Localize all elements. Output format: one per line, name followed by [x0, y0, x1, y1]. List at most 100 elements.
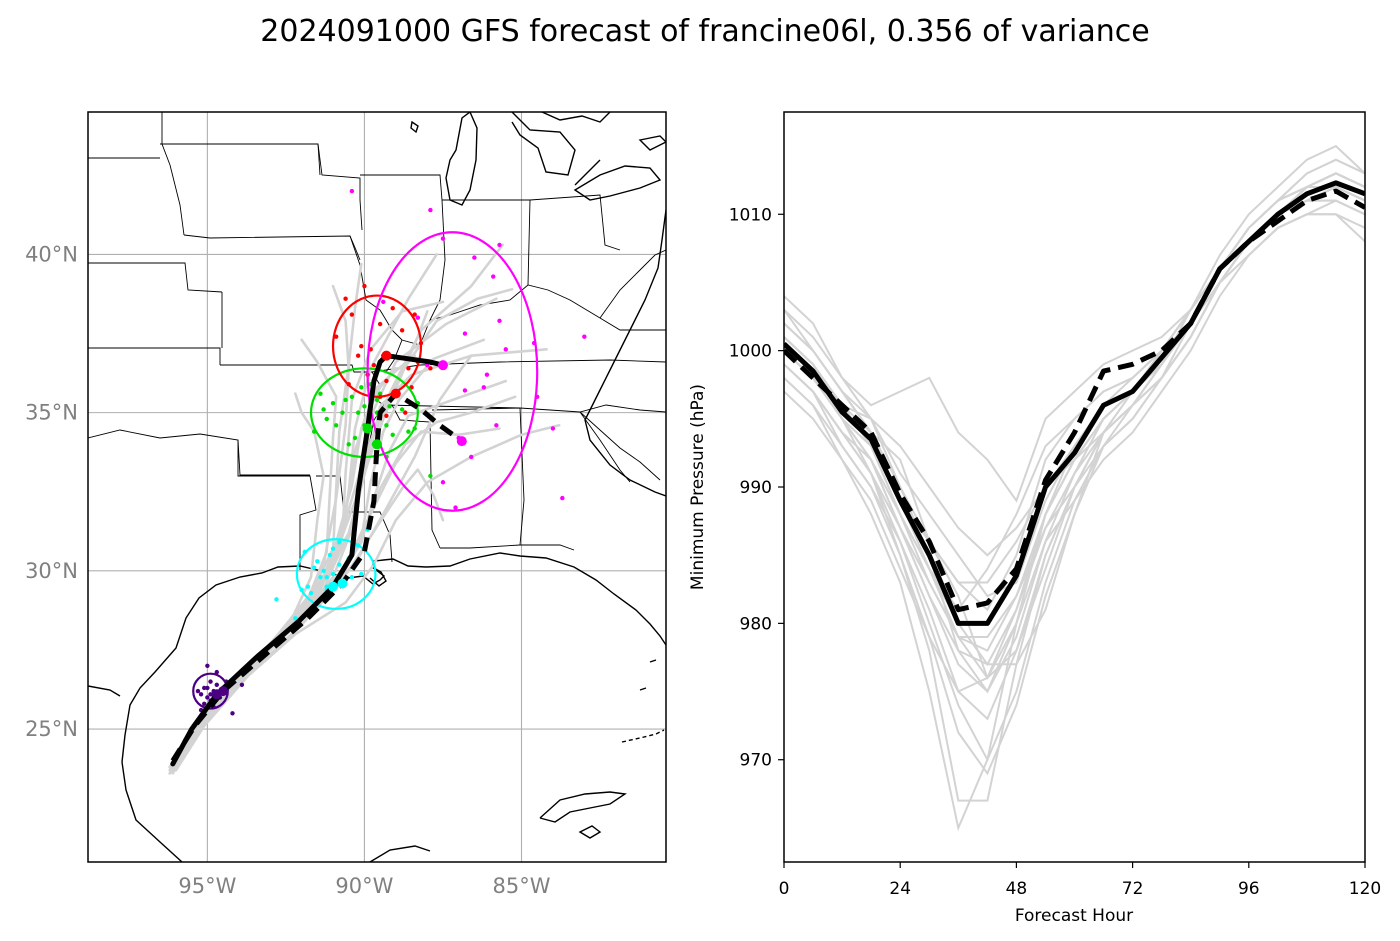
bahamas-coastline — [621, 729, 665, 743]
ensemble-track — [168, 392, 325, 775]
hour-48-position-dot — [374, 397, 380, 403]
hour-48-position-dot — [352, 435, 358, 441]
border-mo-ky-tn — [385, 339, 403, 373]
border-tn-south — [383, 404, 666, 413]
hour-72-position-dot — [371, 362, 377, 368]
hour-0-position-dot — [202, 701, 207, 706]
border-wv-va — [599, 249, 666, 331]
hour-96-position-dot — [440, 480, 446, 485]
bahamas-islands — [639, 659, 657, 691]
mean-position-marker — [328, 581, 339, 592]
mean-position-marker — [381, 350, 392, 361]
hour-0-position-dot — [205, 685, 210, 691]
hour-96-uncertainty-ellipse — [366, 231, 539, 512]
border-ga-sc — [579, 411, 631, 483]
mexico-coastline — [121, 761, 183, 862]
hour-0-position-dot — [214, 669, 219, 675]
hour-96-position-dot — [481, 385, 487, 390]
hour-48-position-dot — [333, 423, 339, 428]
hour-24-position-dot — [337, 540, 342, 545]
x-axis-label: Forecast Hour — [1015, 906, 1133, 926]
gulf-coastline — [121, 552, 666, 763]
y-tick-label: 990 — [740, 478, 772, 498]
map-frame — [87, 111, 667, 863]
map-gridlines — [88, 112, 666, 862]
ensemble-pressure-line — [784, 158, 1365, 667]
border-mn-wi — [317, 143, 363, 231]
hour-96-position-dot — [494, 423, 499, 428]
hour-72-position-dot — [428, 366, 433, 371]
hour-24-position-dot — [330, 546, 336, 551]
border-ks-ok — [88, 347, 221, 365]
lake-superior-edge — [410, 120, 419, 134]
y-axis-label: Minimum Pressure (hPa) — [688, 384, 708, 590]
hour-96-position-dot — [497, 242, 502, 248]
hour-48-position-dot — [355, 410, 361, 415]
hour-72-position-dot — [355, 353, 361, 358]
mean-position-marker — [437, 360, 448, 371]
lon-tick-label: 85°W — [493, 874, 551, 898]
y-tick-label: 1000 — [729, 342, 772, 362]
lake-huron — [511, 112, 576, 176]
hour-72-position-dot — [403, 410, 408, 415]
hour-72-position-dot — [390, 306, 395, 311]
hour-0-position-dot — [195, 688, 201, 694]
border-al-ga — [431, 407, 525, 546]
hour-0-position-dot — [214, 682, 219, 687]
mean-position-marker — [456, 436, 467, 447]
hour-96-position-dot — [469, 454, 474, 460]
mean-track-solid — [170, 353, 446, 767]
hour-48-position-dot — [377, 391, 383, 396]
ensemble-pressure-line — [784, 185, 1365, 802]
hour-48-position-dot — [384, 423, 389, 428]
hour-72-position-dot — [412, 312, 417, 317]
map-tick-labels: 25°N 30°N 35°N 40°N 95°W 90°W 85°W — [25, 242, 551, 898]
hour-96-position-dot — [484, 372, 490, 377]
ensemble-track — [168, 284, 350, 772]
michigan-peninsula — [541, 112, 611, 186]
hour-24-position-dot — [315, 559, 320, 564]
border-fl — [440, 544, 575, 551]
coastlines — [88, 112, 666, 862]
hour-24-position-dot — [327, 552, 333, 558]
hour-0-position-dot — [208, 679, 213, 684]
hour-96-position-dot — [550, 426, 556, 431]
hour-48-position-dot — [406, 429, 411, 434]
hour-24-position-dot — [330, 571, 336, 577]
hour-0-position-dot — [230, 711, 235, 716]
hour-24-position-dot — [349, 574, 355, 580]
border-wi-il — [360, 174, 443, 201]
y-tick-label: 1010 — [729, 205, 772, 225]
mean-pressure-dashed — [784, 188, 1365, 613]
hour-48-position-dot — [362, 404, 367, 409]
hour-48-position-dot — [359, 385, 364, 390]
hour-96-position-dot — [491, 274, 496, 279]
border-ok-tx — [88, 429, 310, 476]
hour-48-position-dot — [387, 404, 392, 409]
hour-0-position-dot — [198, 692, 204, 697]
hour-96-position-dot — [497, 318, 502, 324]
border-ne-ks — [88, 262, 223, 293]
hour-96-position-dot — [582, 334, 587, 339]
x-tick-label: 24 — [889, 879, 911, 899]
hour-72-uncertainty-ellipse — [331, 294, 423, 398]
x-tick-label: 72 — [1122, 879, 1144, 899]
hour-96-position-dot — [472, 255, 477, 260]
hour-72-position-dot — [406, 366, 411, 371]
border-ar-la — [237, 440, 317, 570]
ensemble-pressure-line — [784, 213, 1365, 557]
baja-coastline — [88, 685, 121, 697]
pressure-panel: 0 24 48 72 96 120 970 980 990 1000 1010 Forecast H… — [688, 111, 1381, 926]
hour-24-position-dot — [308, 590, 314, 596]
hour-24-position-dot — [311, 565, 317, 570]
lake-michigan — [445, 112, 478, 206]
hour-24-position-dot — [318, 574, 323, 580]
hour-24-position-dot — [359, 571, 364, 577]
x-tick-label: 48 — [1006, 879, 1028, 899]
hour-72-position-dot — [333, 334, 339, 339]
hour-24-position-dot — [321, 568, 326, 574]
mean-tracks — [170, 350, 467, 767]
ensemble-pressure-line — [784, 172, 1365, 666]
border-oh-pa — [529, 194, 621, 251]
